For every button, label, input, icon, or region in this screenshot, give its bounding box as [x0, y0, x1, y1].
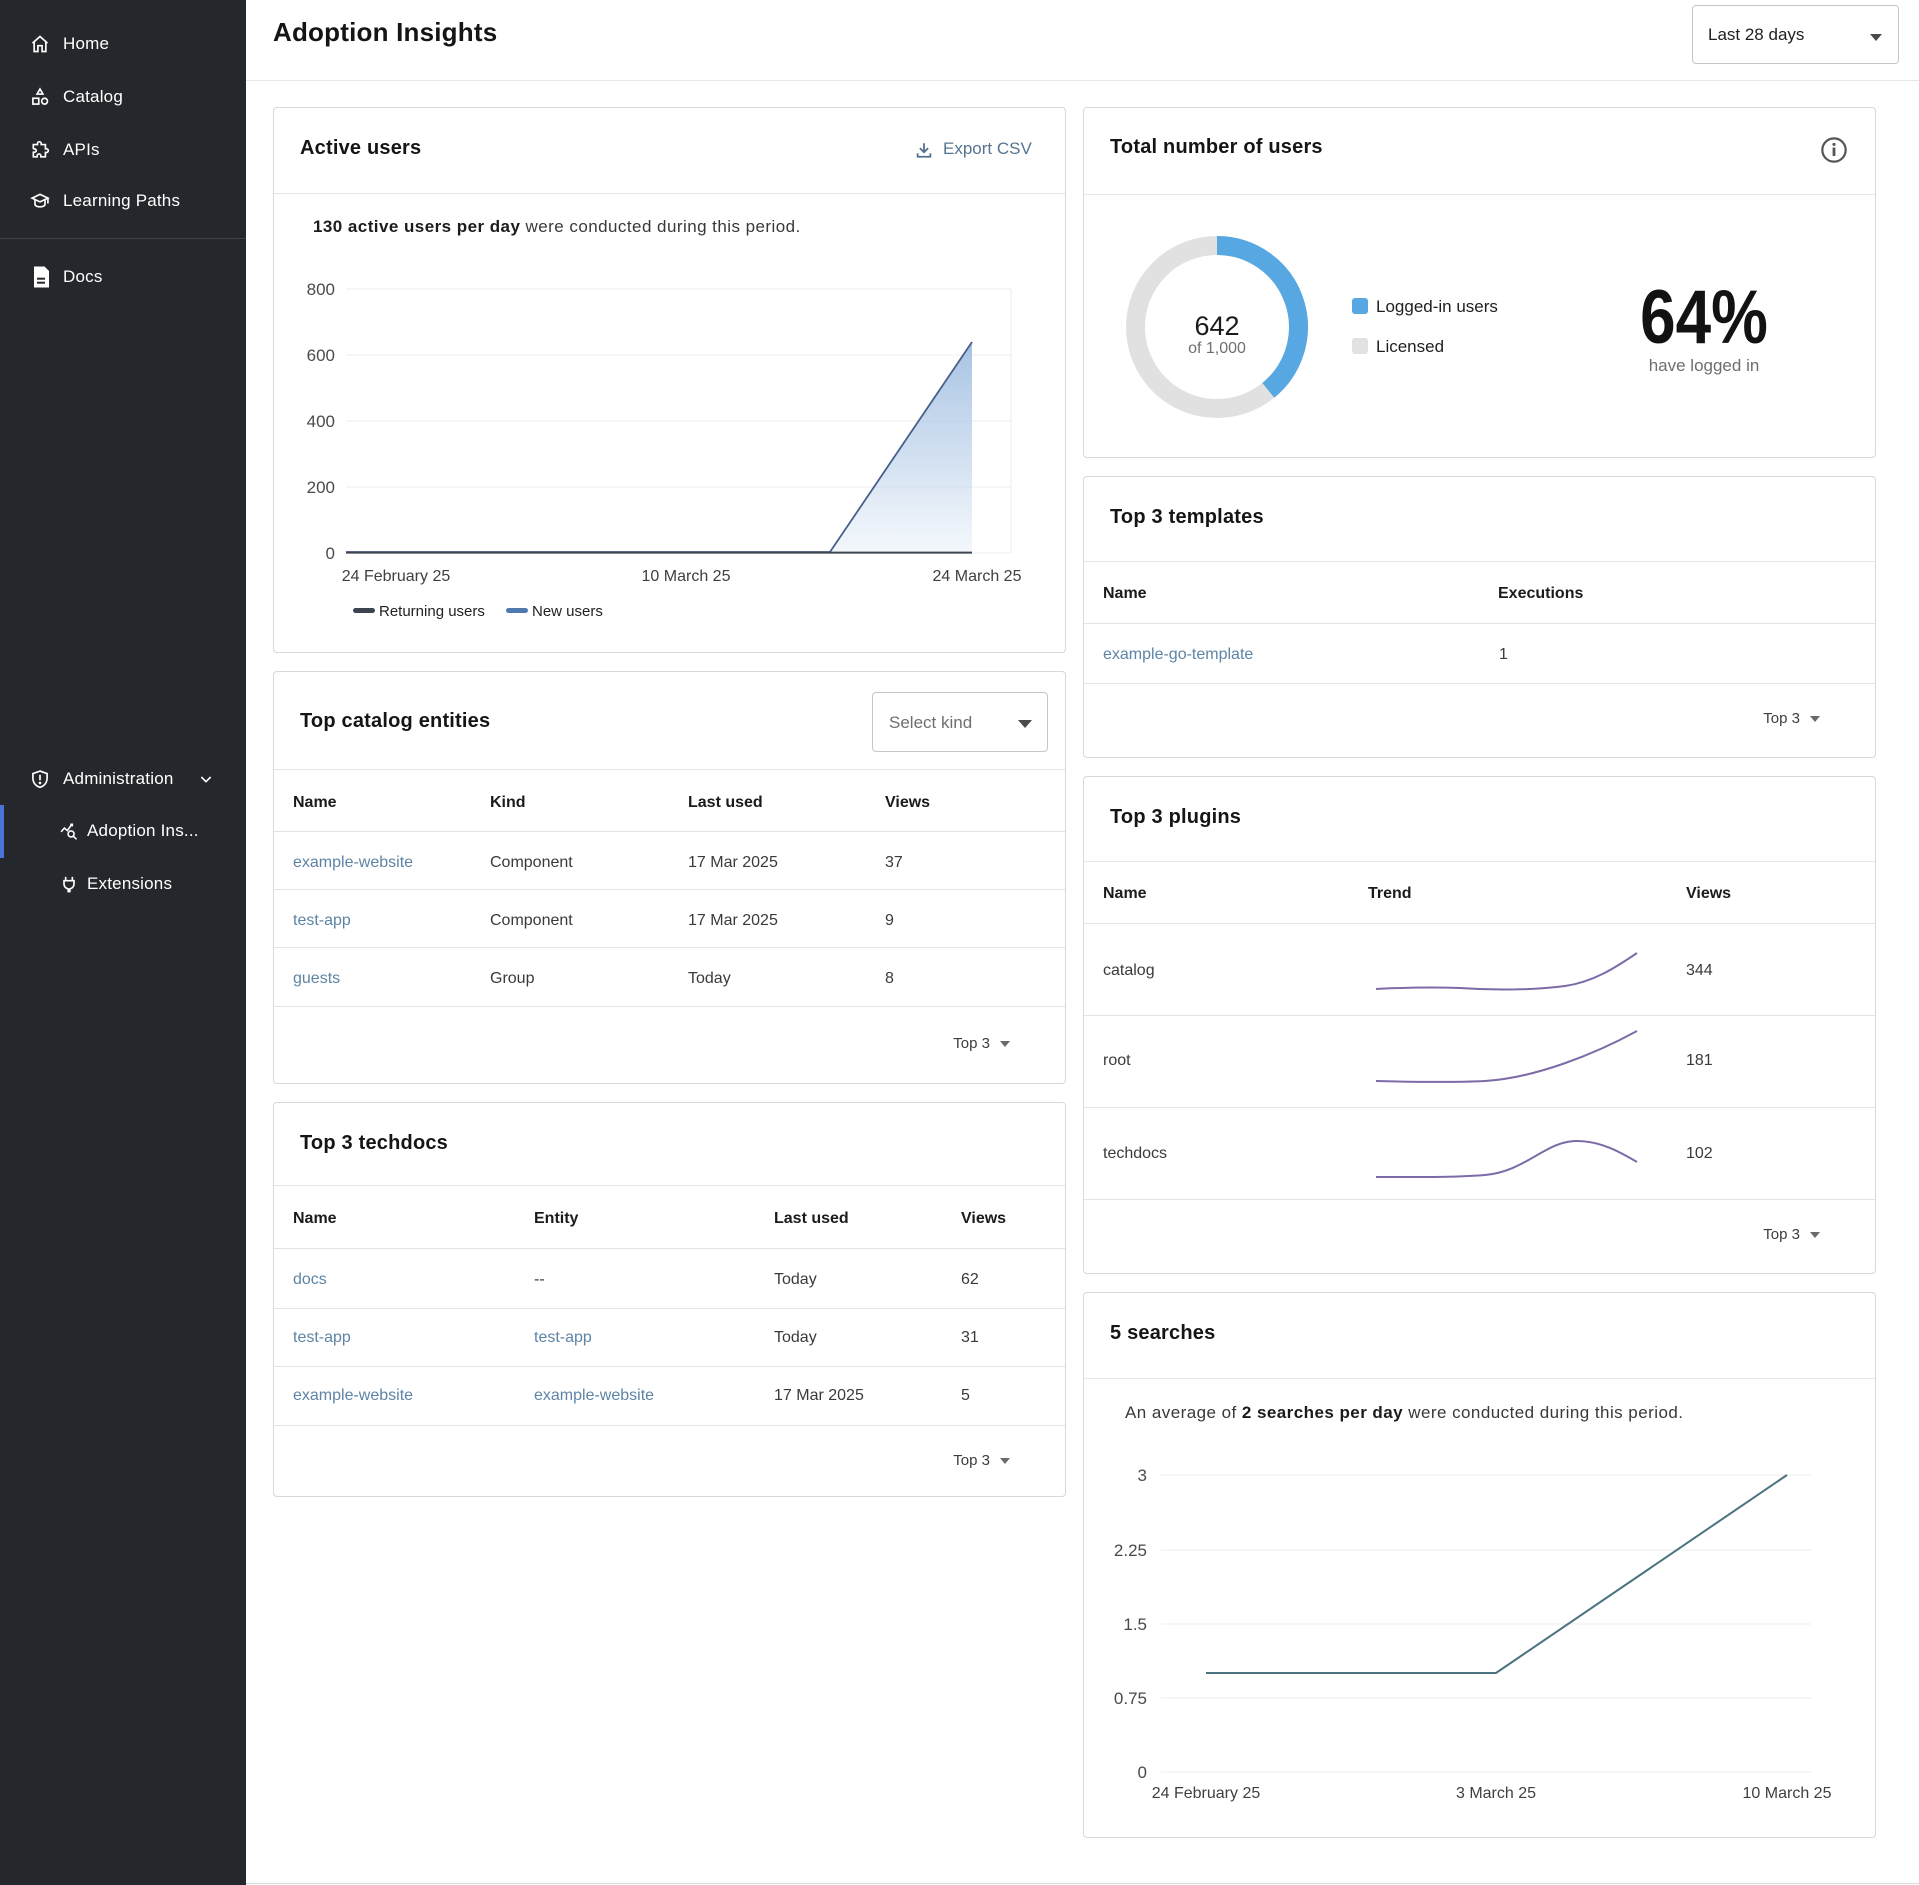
- svg-text:24 March 25: 24 March 25: [933, 568, 1022, 585]
- svg-text:0.75: 0.75: [1114, 1689, 1147, 1708]
- svg-text:2.25: 2.25: [1114, 1541, 1147, 1560]
- svg-text:0: 0: [326, 544, 335, 563]
- svg-text:Returning users: Returning users: [379, 603, 485, 620]
- svg-text:3: 3: [1138, 1466, 1147, 1485]
- svg-text:3 March 25: 3 March 25: [1456, 1785, 1536, 1802]
- svg-text:200: 200: [307, 478, 335, 497]
- svg-text:400: 400: [307, 412, 335, 431]
- svg-text:10 March 25: 10 March 25: [642, 568, 731, 585]
- svg-text:800: 800: [307, 280, 335, 299]
- svg-text:1.5: 1.5: [1123, 1615, 1147, 1634]
- svg-text:10 March 25: 10 March 25: [1743, 1785, 1832, 1802]
- svg-text:600: 600: [307, 346, 335, 365]
- svg-text:New users: New users: [532, 603, 603, 620]
- svg-text:24 February 25: 24 February 25: [1152, 1785, 1261, 1802]
- svg-text:24 February 25: 24 February 25: [342, 568, 451, 585]
- svg-text:0: 0: [1138, 1763, 1147, 1782]
